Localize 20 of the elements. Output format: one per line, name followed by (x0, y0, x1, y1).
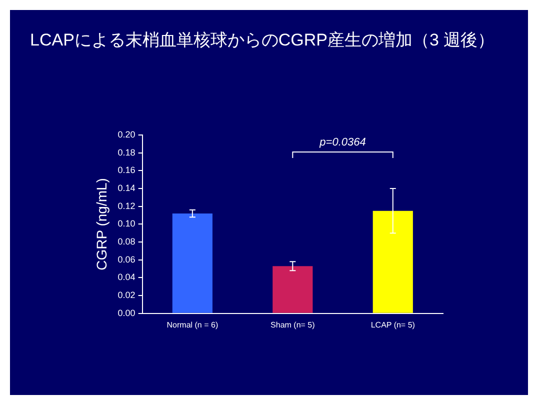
y-tick-label: 0.18 (118, 147, 136, 158)
y-tick-label: 0.16 (118, 165, 136, 176)
y-tick-label: 0.06 (118, 254, 136, 264)
chart-title: LCAPによる末梢血単核球からのCGRP産生の増加（3 週後） (30, 30, 495, 50)
annotation: p=0.0364 (318, 136, 366, 149)
y-tick-label: 0.20 (118, 129, 136, 140)
y-tick-label: 0.14 (118, 183, 136, 194)
y-tick-label: 0.02 (118, 290, 136, 300)
y-tick-label: 0.12 (118, 200, 136, 211)
x-tick-label: Sham (n= 5) (270, 320, 316, 330)
y-tick-label: 0.10 (118, 218, 136, 229)
bar (172, 213, 212, 313)
y-tick-label: 0.04 (118, 272, 136, 282)
x-tick-label: Normal (n = 6) (166, 320, 218, 330)
y-axis-title: CGRP (ng/mL) (93, 178, 110, 270)
bar (272, 266, 313, 313)
y-tick-label: 0.08 (118, 236, 136, 247)
bar (372, 210, 413, 313)
y-tick-label: 0.00 (118, 308, 136, 318)
x-tick-label: LCAP (n= 5) (370, 320, 416, 330)
